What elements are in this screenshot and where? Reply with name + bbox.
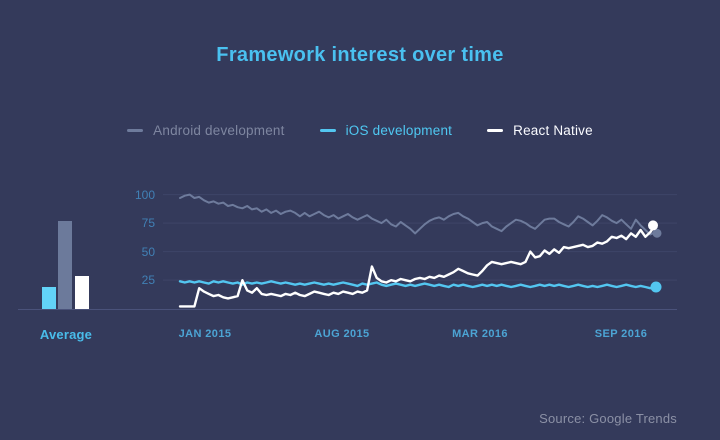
- average-bar-react-native: [75, 276, 89, 310]
- y-tick-50: 50: [141, 245, 155, 259]
- x-tick-jan-2015: JAN 2015: [178, 328, 232, 340]
- y-tick-75: 75: [141, 216, 155, 230]
- legend-label-android: Android development: [153, 123, 285, 138]
- y-tick-25: 25: [141, 273, 155, 287]
- average-bar-android: [58, 220, 72, 310]
- end-dot-android-development: [652, 228, 662, 238]
- chart-legend: Android development iOS development Reac…: [0, 123, 720, 138]
- y-tick-100: 100: [134, 188, 155, 202]
- end-dot-ios-development: [650, 281, 662, 293]
- average-label: Average: [39, 327, 93, 342]
- average-bar-ios: [42, 286, 56, 310]
- series-line-android-development: [179, 193, 656, 236]
- legend-item-react-native[interactable]: React Native: [487, 123, 593, 138]
- legend-swatch-android-icon: [127, 129, 144, 132]
- series-line-react-native: [178, 224, 657, 308]
- source-credit: Source: Google Trends: [539, 411, 677, 426]
- end-dot-react-native: [648, 220, 658, 231]
- legend-label-ios: iOS development: [345, 123, 453, 138]
- legend-label-react-native: React Native: [513, 123, 593, 138]
- x-tick-mar-2016: MAR 2016: [452, 328, 508, 340]
- legend-item-android[interactable]: Android development: [127, 123, 284, 138]
- legend-swatch-react-native-icon: [487, 129, 504, 132]
- page-title: Framework interest over time: [216, 44, 504, 66]
- x-tick-sep-2016: SEP 2016: [594, 328, 648, 340]
- x-tick-aug-2015: AUG 2015: [314, 328, 370, 340]
- series-line-ios-development: [178, 280, 657, 290]
- legend-swatch-ios-icon: [319, 129, 336, 132]
- legend-item-ios[interactable]: iOS development: [319, 123, 453, 138]
